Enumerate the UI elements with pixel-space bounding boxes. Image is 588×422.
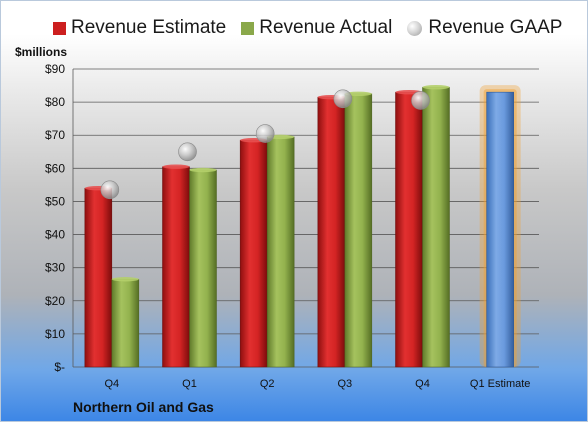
bar-revenue-actual — [189, 169, 217, 368]
bar-revenue-estimate — [239, 139, 268, 368]
legend-label-actual: Revenue Actual — [259, 17, 393, 38]
y-tick-label: $30 — [45, 261, 65, 275]
bar-revenue-estimate — [84, 187, 113, 368]
company-name: Northern Oil and Gas — [73, 399, 214, 415]
y-tick-label: $40 — [45, 228, 65, 242]
legend-item-gaap: Revenue GAAP — [407, 17, 562, 39]
bar-revenue-estimate — [162, 166, 190, 368]
y-tick-label: $80 — [45, 95, 65, 109]
y-tick-label: $20 — [45, 294, 65, 308]
bar-revenue-actual — [111, 279, 140, 368]
point-revenue-gaap — [411, 91, 430, 110]
legend-label-estimate: Revenue Estimate — [71, 17, 227, 38]
legend-swatch-estimate — [53, 21, 66, 35]
legend-label-gaap: Revenue GAAP — [428, 17, 563, 38]
x-tick-label: Q2 — [260, 378, 275, 390]
bar-cap-estimate — [162, 164, 190, 169]
bar-q1-estimate — [486, 91, 514, 368]
x-tick-label: Q3 — [337, 378, 352, 390]
y-axis-label: $millions — [15, 45, 68, 59]
y-tick-label: $- — [54, 360, 65, 374]
y-tick-label: $90 — [45, 62, 65, 76]
legend-swatch-gaap — [407, 20, 423, 36]
bar-revenue-actual — [344, 93, 373, 368]
bar-cap-actual — [344, 91, 372, 97]
point-revenue-gaap — [178, 142, 197, 162]
y-tick-label: $50 — [45, 194, 65, 208]
bar-cap-actual — [111, 277, 139, 282]
x-tick-label: Q4 — [415, 378, 430, 390]
bar-cap-actual — [422, 85, 450, 90]
legend-swatch-actual — [241, 21, 255, 35]
y-tick-label: $70 — [45, 128, 65, 142]
y-tick-label: $10 — [45, 327, 65, 341]
x-tick-label: Q1 — [182, 378, 197, 390]
bar-revenue-actual — [266, 136, 295, 368]
x-tick-label: Q4 — [104, 378, 119, 390]
bar-revenue-estimate — [395, 91, 423, 368]
bar-revenue-actual — [422, 86, 450, 368]
legend-item-estimate: Revenue Estimate — [53, 17, 226, 39]
bar-cap-actual — [189, 167, 217, 173]
legend-item-actual: Revenue Actual — [241, 17, 392, 39]
legend: Revenue Estimate Revenue Actual Revenue … — [53, 17, 577, 39]
bar-revenue-estimate — [317, 96, 346, 368]
y-tick-label: $60 — [45, 161, 65, 175]
x-tick-label: Q1 Estimate — [470, 378, 531, 390]
point-revenue-gaap — [255, 124, 275, 143]
point-revenue-gaap — [100, 180, 120, 200]
point-revenue-gaap — [333, 89, 353, 109]
